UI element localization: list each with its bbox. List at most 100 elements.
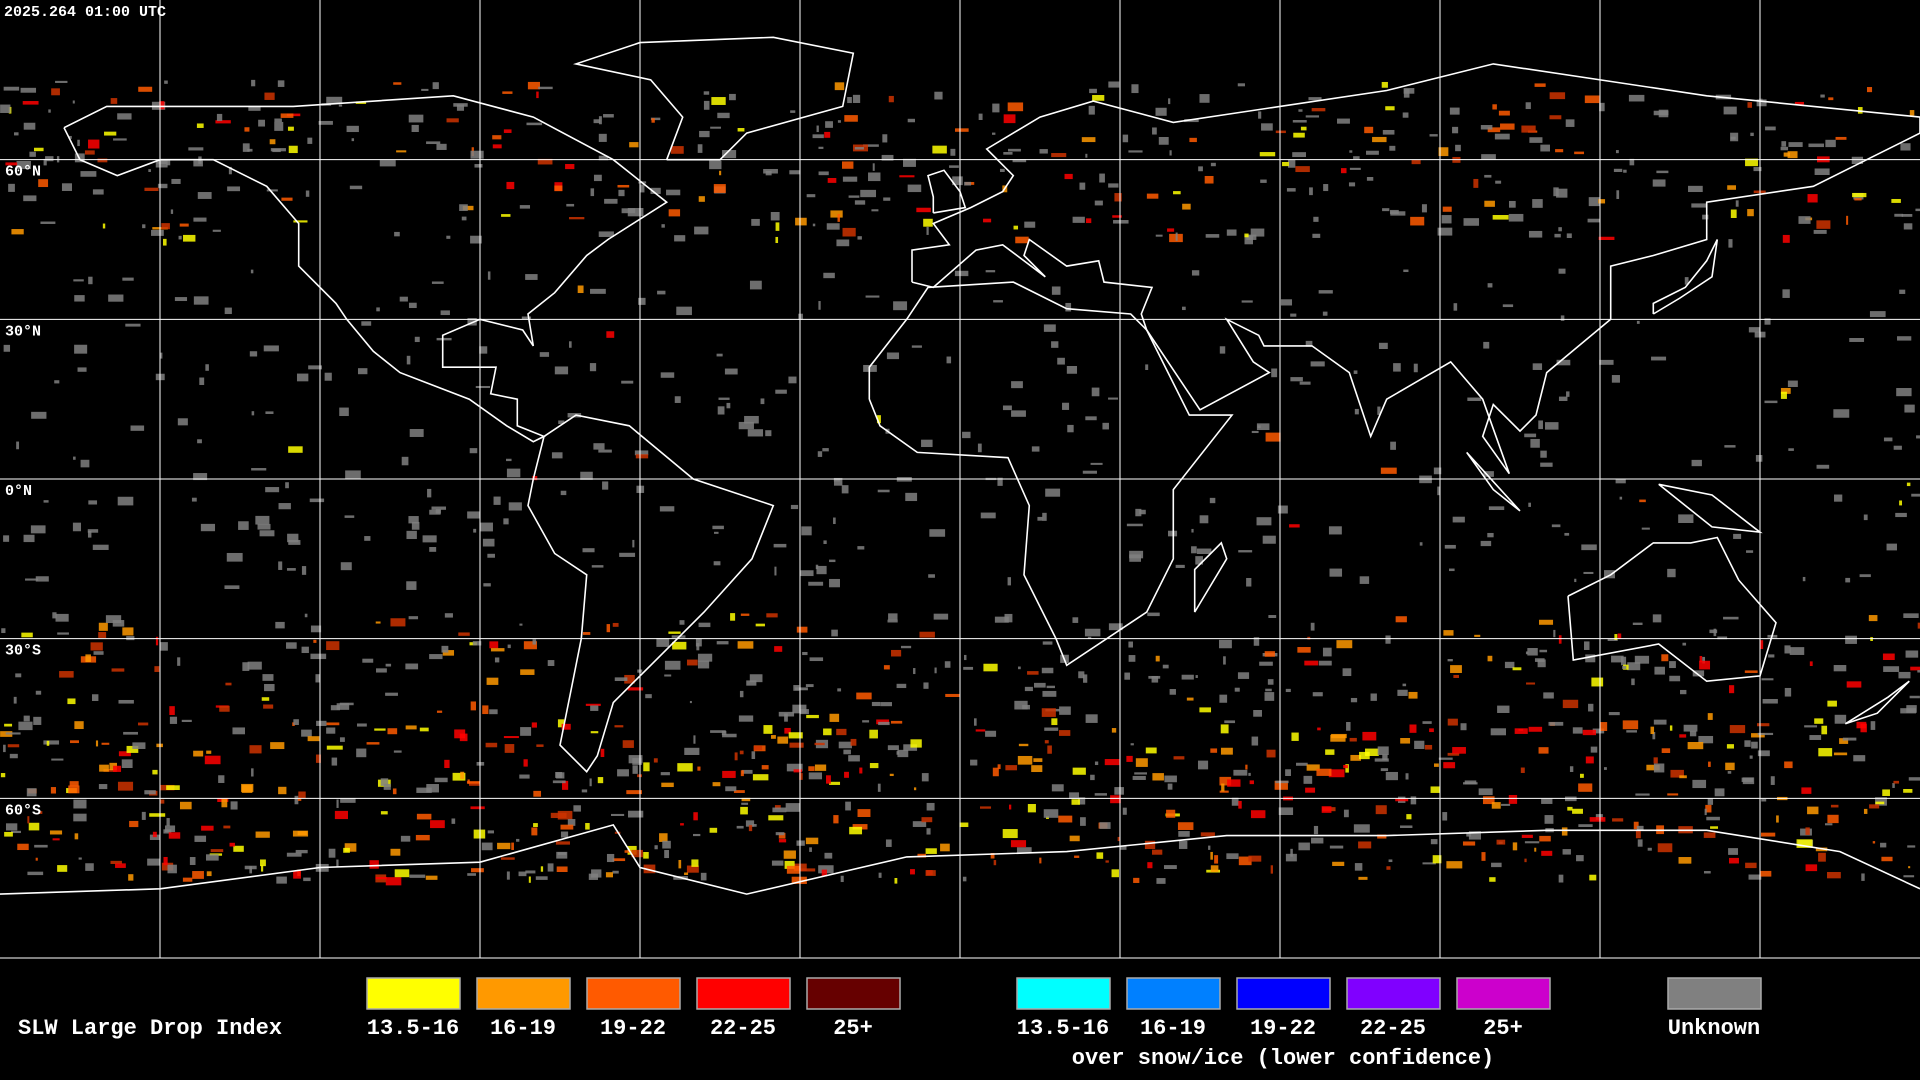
cloud-patch [786,763,803,772]
cloud-patch [144,187,159,192]
cloud-patch [1258,111,1262,119]
cloud-patch [1210,162,1216,167]
cloud-patch [366,742,380,745]
cloud-patch [1500,123,1515,130]
cloud-patch [1821,725,1828,735]
cloud-patch [1220,724,1229,734]
cloud-patch [885,839,892,847]
cloud-patch [1167,228,1175,232]
cloud-patch [959,822,969,828]
cloud-patch [1895,512,1907,518]
snow-ice-swatch [1126,977,1221,1010]
cloud-patch [456,104,465,111]
cloud-patch [1195,556,1203,565]
cloud-patch [1267,679,1274,685]
cloud-patch [1631,678,1635,686]
cloud-patch [1492,104,1497,110]
cloud-patch [983,663,998,672]
cloud-patch [339,737,345,742]
cloud-patch [25,578,39,581]
cloud-patch [1292,120,1307,123]
cloud-patch [446,235,451,239]
cloud-patch [1005,765,1018,771]
cloud-patch [1583,571,1594,574]
cloud-patch [16,441,20,450]
cloud-patch [1549,92,1566,100]
cloud-patch [405,725,417,730]
cloud-patch [1359,576,1370,584]
cloud-patch [1784,687,1792,697]
cloud-patch [178,235,182,240]
cloud-patch [1541,798,1553,804]
cloud-patch [1290,377,1303,382]
cloud-patch [912,821,927,827]
cloud-patch [1883,437,1893,442]
cloud-patch [913,787,917,791]
cloud-patch [1508,200,1516,208]
cloud-patch [1641,527,1650,530]
cloud-patch [506,871,510,880]
cloud-patch [3,744,6,753]
cloud-patch [117,781,134,791]
cloud-patch [833,815,839,824]
cloud-patch [580,471,593,480]
cloud-patch [152,831,157,838]
cloud-patch [1128,150,1143,153]
cloud-patch [852,94,861,103]
cloud-patch [1861,873,1865,881]
cloud-patch [1603,767,1607,770]
cloud-patch [1599,359,1614,365]
cloud-patch [547,660,555,666]
cloud-patch [1260,179,1267,183]
cloud-patch [1764,318,1771,325]
cloud-patch [1253,709,1262,717]
cloud-patch [210,849,224,853]
cloud-patch [221,799,228,808]
cloud-patch [1080,817,1086,826]
cloud-patch [1421,204,1427,213]
cloud-patch [293,719,299,725]
cloud-patch [1406,814,1412,820]
cloud-patch [1414,740,1425,749]
cloud-patch [1298,109,1303,112]
cloud-patch [1167,783,1173,790]
cloud-patch [1628,94,1645,102]
cloud-patch [606,853,615,863]
cloud-patch [1709,629,1718,634]
cloud-patch [14,132,19,136]
cloud-patch [1237,672,1250,679]
cloud-patch [144,790,156,795]
cloud-patch [1400,738,1411,744]
cloud-patch [1759,98,1763,102]
cloud-patch [1805,827,1810,835]
cloud-patch [1322,311,1328,316]
cloud-patch [1204,175,1214,184]
cloud-patch [1135,758,1148,767]
cloud-patch [1728,239,1733,248]
cloud-field [0,79,1920,886]
cloud-patch [689,700,692,704]
cloud-patch [1497,705,1510,713]
cloud-patch [470,806,485,810]
cloud-patch [249,866,253,874]
cloud-patch [1438,147,1449,157]
cloud-patch [1583,641,1590,650]
cloud-patch [88,139,100,149]
cloud-patch [1310,361,1325,367]
cloud-patch [18,721,33,731]
cloud-patch [740,770,744,777]
cloud-patch [1245,764,1248,770]
cloud-patch [913,668,916,675]
cloud-patch [1636,320,1640,324]
cloud-patch [1078,671,1085,679]
cloud-patch [16,160,31,170]
cloud-patch [940,843,950,852]
cloud-patch [1882,653,1895,661]
cloud-patch [1246,577,1252,587]
cloud-patch [1525,651,1529,655]
cloud-patch [1016,847,1032,853]
cloud-patch [416,813,432,820]
cloud-patch [1039,149,1048,154]
cloud-patch [1782,289,1790,298]
cloud-patch [554,366,569,375]
